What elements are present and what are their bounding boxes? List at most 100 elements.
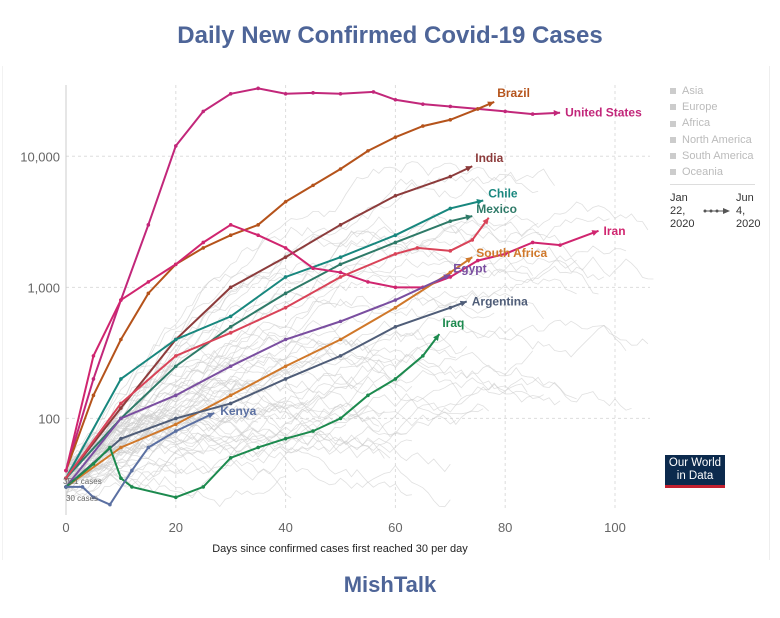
- data-point: [64, 468, 68, 473]
- series-label: Egypt: [453, 262, 486, 276]
- x-tick-label: 40: [278, 520, 292, 535]
- data-point: [338, 91, 343, 96]
- legend-item-oceania[interactable]: Oceania: [670, 164, 755, 180]
- data-point: [146, 223, 151, 227]
- data-point: [393, 305, 398, 310]
- data-point: [283, 255, 288, 259]
- owid-logo[interactable]: Our World in Data: [665, 455, 725, 488]
- data-point: [119, 298, 123, 302]
- data-point: [530, 240, 535, 245]
- data-point: [338, 255, 343, 259]
- x-tick-label: 20: [169, 520, 183, 535]
- data-point: [256, 445, 260, 450]
- legend-item-europe[interactable]: Europe: [670, 99, 755, 115]
- background-country-line: [65, 390, 484, 478]
- data-point: [448, 206, 453, 211]
- x-tick-label: 80: [498, 520, 512, 535]
- data-point: [228, 314, 233, 319]
- data-point: [174, 337, 178, 342]
- series-chile: Chile: [64, 186, 518, 480]
- data-point: [338, 275, 343, 279]
- data-point: [283, 91, 288, 96]
- data-point: [393, 325, 398, 329]
- series-label: Chile: [488, 186, 518, 200]
- background-country-line: [65, 168, 555, 481]
- data-point: [283, 337, 288, 342]
- data-point: [283, 199, 288, 204]
- data-point: [256, 86, 260, 91]
- series-line: [66, 412, 215, 506]
- background-country-line: [65, 320, 451, 492]
- arrowhead-icon: [487, 101, 495, 108]
- data-point: [338, 337, 343, 342]
- data-point: [174, 393, 178, 398]
- series-label: United States: [565, 106, 642, 120]
- annotation-start-value: 35.1 cases: [63, 477, 102, 486]
- chart-title: Daily New Confirmed Covid-19 Cases: [177, 22, 603, 49]
- series-argentina: Argentina: [64, 294, 528, 489]
- data-point: [338, 416, 343, 421]
- series-line: [65, 273, 451, 488]
- series-label: South Africa: [476, 246, 547, 260]
- data-point: [146, 291, 151, 296]
- x-tick-label: 100: [604, 520, 626, 535]
- data-point: [530, 112, 535, 116]
- data-point: [393, 97, 398, 102]
- arrowhead-icon: [207, 412, 215, 419]
- background-country-line: [65, 360, 363, 485]
- legend-item-africa[interactable]: Africa: [670, 115, 755, 131]
- data-point: [108, 445, 112, 450]
- data-point: [201, 246, 206, 250]
- legend-item-north-america[interactable]: North America: [670, 132, 755, 148]
- data-point: [283, 275, 288, 279]
- data-point: [393, 193, 398, 198]
- data-point: [174, 144, 178, 148]
- legend-item-asia[interactable]: Asia: [670, 83, 755, 99]
- data-point: [64, 485, 68, 489]
- data-point: [201, 109, 206, 114]
- arrowhead-icon: [465, 214, 473, 221]
- data-point: [475, 107, 480, 111]
- x-tick-label: 60: [388, 520, 402, 535]
- data-point: [228, 330, 233, 335]
- background-country-line: [65, 383, 528, 475]
- data-point: [119, 377, 123, 381]
- data-point: [393, 285, 398, 290]
- series-line: [65, 223, 599, 471]
- legend-item-south-america[interactable]: South America: [670, 148, 755, 164]
- end-date: Jun: [736, 192, 754, 204]
- data-point: [338, 270, 343, 275]
- arrowhead-icon: [476, 199, 484, 205]
- data-point: [228, 285, 233, 290]
- data-point: [119, 476, 123, 480]
- data-point: [371, 90, 376, 94]
- data-point: [421, 124, 425, 128]
- data-point: [174, 364, 178, 369]
- data-point: [174, 416, 178, 421]
- time-range-legend: Jan 22, 2020 Jun 4, 2020: [670, 192, 761, 230]
- data-point: [283, 305, 288, 310]
- data-point: [119, 445, 123, 450]
- data-point: [119, 416, 123, 421]
- background-country-line: [65, 258, 577, 471]
- series-kenya: Kenya: [64, 404, 257, 507]
- arrowhead-icon: [482, 217, 489, 225]
- data-point: [448, 174, 453, 179]
- data-point: [174, 495, 178, 500]
- data-point: [448, 219, 453, 223]
- data-point: [146, 445, 151, 450]
- data-point: [448, 104, 453, 109]
- arrowhead-icon: [465, 257, 473, 264]
- legend-divider: [670, 184, 755, 186]
- data-point: [503, 109, 508, 114]
- data-point: [393, 377, 398, 381]
- data-point: [421, 102, 425, 106]
- data-point: [283, 291, 288, 296]
- data-point: [64, 476, 68, 480]
- data-point: [475, 258, 480, 263]
- data-point: [228, 393, 233, 398]
- arrowhead-icon: [443, 274, 451, 281]
- data-point: [228, 325, 233, 329]
- series-line: [65, 333, 441, 499]
- series-iran: Iran: [64, 223, 626, 473]
